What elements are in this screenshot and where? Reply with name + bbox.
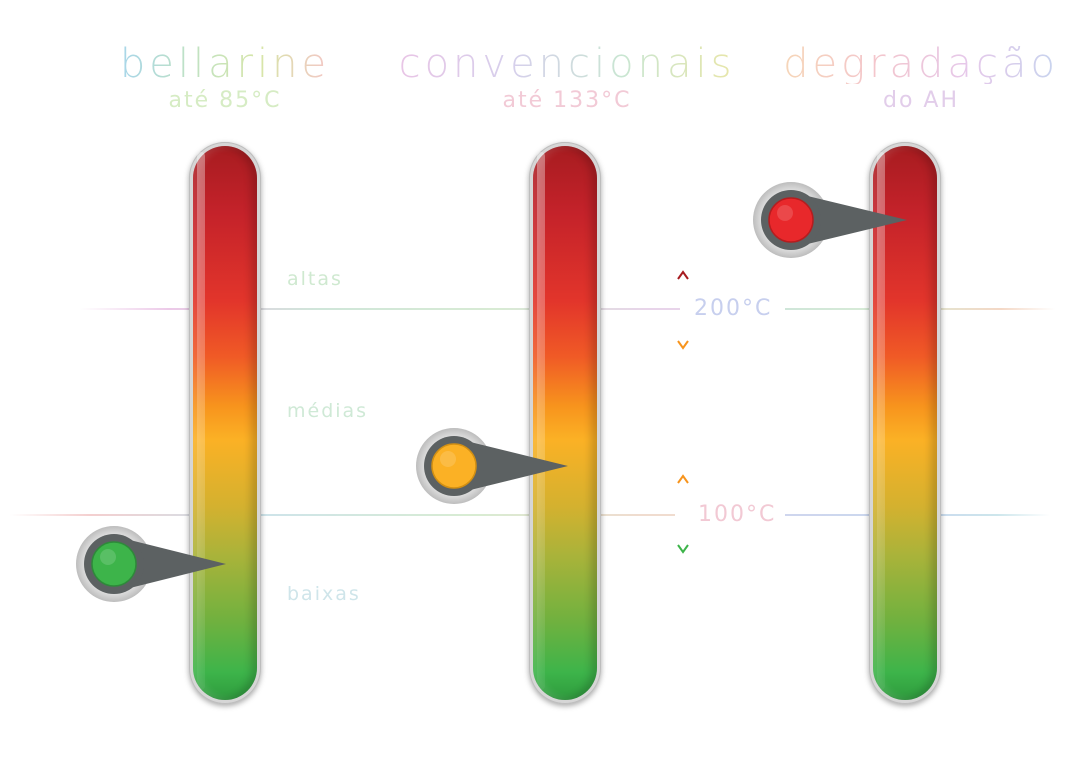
thermometer-shine xyxy=(877,152,885,690)
temp-200-label: 200°C xyxy=(690,296,777,321)
zone-label-high: altas xyxy=(287,268,343,290)
arrow-200-range-icon xyxy=(677,270,689,350)
thermometer-convencionais xyxy=(529,142,601,704)
thermometer-fill xyxy=(193,146,257,700)
temp-100-label: 100°C xyxy=(694,502,781,527)
subtitle-bellarine: até 85°C xyxy=(168,88,282,113)
thermometer-shine xyxy=(537,152,545,690)
zone-label-low: baixas xyxy=(287,583,361,605)
indicator-degradacao xyxy=(753,182,907,258)
indicator-convencionais xyxy=(416,428,568,504)
title-bellarine: bellarine xyxy=(119,41,331,87)
line-100-left xyxy=(10,514,675,516)
indicator-bellarine xyxy=(76,526,226,602)
thermometer-bellarine xyxy=(189,142,261,704)
thermometer-degradacao xyxy=(869,142,941,704)
title-convencionais: convencionais xyxy=(398,41,736,87)
thermometer-shine xyxy=(197,152,205,690)
zone-label-medium: médias xyxy=(287,400,369,422)
thermometer-fill xyxy=(533,146,597,700)
subtitle-convencionais: até 133°C xyxy=(502,88,632,113)
title-degradacao: degradação xyxy=(783,41,1059,87)
line-200-left xyxy=(80,308,680,310)
arrow-100-range-icon xyxy=(677,474,689,554)
thermometer-fill xyxy=(873,146,937,700)
subtitle-degradacao: do AH xyxy=(882,88,960,113)
